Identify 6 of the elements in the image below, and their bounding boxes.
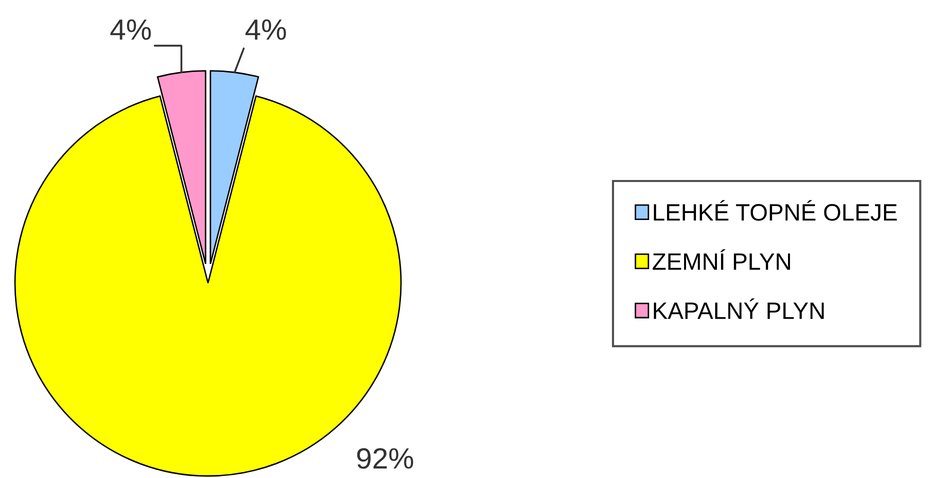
data-label: 4% — [245, 19, 286, 40]
legend-label: LEHKÉ TOPNÉ OLEJE — [654, 200, 897, 221]
legend-label: KAPALNÝ PLYN — [654, 298, 824, 319]
data-label: 92% — [357, 448, 414, 469]
legend-label: ZEMNÍ PLYN — [652, 249, 790, 270]
data-label: 4% — [110, 19, 151, 40]
